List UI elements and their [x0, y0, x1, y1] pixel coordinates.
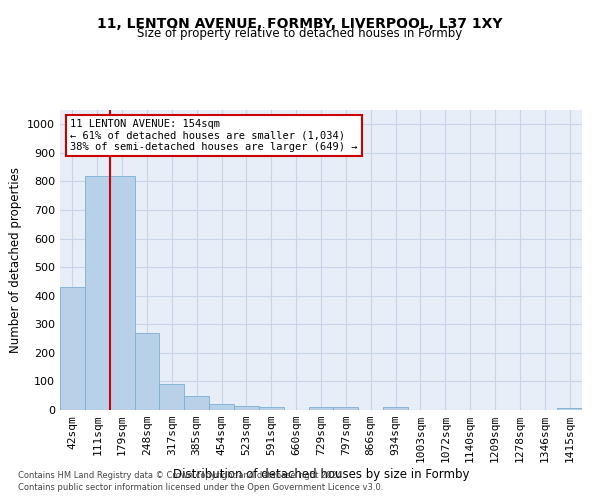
Bar	[184, 396, 209, 410]
Bar	[334, 407, 358, 410]
Bar	[259, 407, 284, 410]
Text: Contains public sector information licensed under the Open Government Licence v3: Contains public sector information licen…	[18, 484, 383, 492]
Bar	[160, 384, 184, 410]
Bar	[557, 408, 582, 410]
Text: Contains HM Land Registry data © Crown copyright and database right 2024.: Contains HM Land Registry data © Crown c…	[18, 471, 344, 480]
Bar	[85, 176, 110, 410]
Text: Size of property relative to detached houses in Formby: Size of property relative to detached ho…	[137, 28, 463, 40]
Text: 11, LENTON AVENUE, FORMBY, LIVERPOOL, L37 1XY: 11, LENTON AVENUE, FORMBY, LIVERPOOL, L3…	[97, 18, 503, 32]
X-axis label: Distribution of detached houses by size in Formby: Distribution of detached houses by size …	[173, 468, 469, 480]
Bar	[234, 406, 259, 410]
Text: 11 LENTON AVENUE: 154sqm
← 61% of detached houses are smaller (1,034)
38% of sem: 11 LENTON AVENUE: 154sqm ← 61% of detach…	[70, 119, 358, 152]
Bar	[308, 407, 334, 410]
Y-axis label: Number of detached properties: Number of detached properties	[8, 167, 22, 353]
Bar	[60, 287, 85, 410]
Bar	[383, 407, 408, 410]
Bar	[110, 176, 134, 410]
Bar	[209, 404, 234, 410]
Bar	[134, 333, 160, 410]
